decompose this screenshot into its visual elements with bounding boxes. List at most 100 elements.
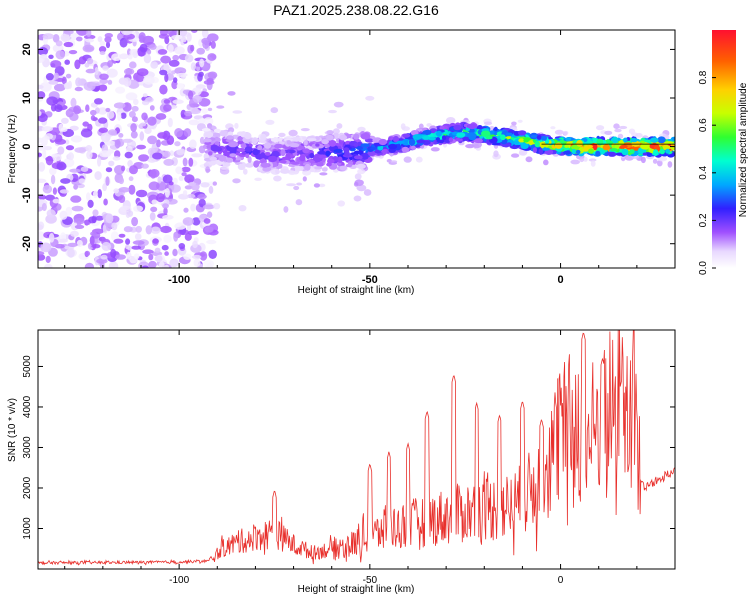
heatmap-cell bbox=[618, 125, 628, 130]
heatmap-cell bbox=[150, 226, 161, 234]
heatmap-cell bbox=[418, 123, 424, 130]
heatmap-cell bbox=[100, 261, 105, 268]
heatmap-cell bbox=[91, 244, 101, 249]
heatmap-cell bbox=[105, 213, 114, 224]
heatmap-cell bbox=[133, 205, 144, 212]
heatmap-cell bbox=[198, 118, 206, 124]
heatmap-cell bbox=[172, 99, 184, 104]
heatmap-cell bbox=[60, 127, 68, 132]
heatmap-cell bbox=[78, 56, 87, 65]
heatmap-cell bbox=[184, 185, 193, 190]
heatmap-cell bbox=[174, 128, 184, 138]
heatmap-cell bbox=[87, 199, 94, 208]
heatmap-cell bbox=[517, 119, 523, 123]
heatmap-cell bbox=[219, 166, 230, 170]
heatmap-cell bbox=[657, 136, 666, 144]
heatmap-cell bbox=[607, 151, 617, 156]
spectrogram-heatmap bbox=[38, 30, 675, 268]
heatmap-cell bbox=[198, 198, 206, 208]
y-tick-label: 0 bbox=[21, 144, 33, 150]
heatmap-cell bbox=[333, 148, 343, 153]
heatmap-cell bbox=[213, 203, 221, 210]
heatmap-cell bbox=[604, 130, 613, 135]
heatmap-cell bbox=[82, 121, 89, 127]
heatmap-cell bbox=[146, 49, 152, 55]
heatmap-cell bbox=[652, 158, 658, 164]
heatmap-cell bbox=[105, 176, 110, 187]
x-tick-label: 0 bbox=[558, 274, 564, 286]
heatmap-cell bbox=[538, 148, 543, 155]
heatmap-cell bbox=[38, 110, 42, 117]
heatmap-cell bbox=[292, 136, 301, 142]
heatmap-cell bbox=[278, 141, 285, 145]
spectrogram-ylabel: Frequency (Hz) bbox=[7, 115, 18, 184]
heatmap-cell bbox=[85, 104, 90, 112]
heatmap-cell bbox=[203, 218, 211, 224]
heatmap-cell bbox=[76, 220, 81, 227]
heatmap-cell bbox=[657, 156, 668, 162]
y-tick-label: 4000 bbox=[22, 395, 33, 418]
heatmap-cell bbox=[148, 260, 157, 268]
y-tick-label: 5000 bbox=[22, 355, 33, 378]
heatmap-cell bbox=[286, 140, 292, 145]
heatmap-cell bbox=[570, 159, 580, 165]
heatmap-cell bbox=[159, 84, 168, 95]
heatmap-cell bbox=[183, 207, 189, 213]
heatmap-cell bbox=[339, 134, 347, 141]
heatmap-cell bbox=[314, 166, 323, 170]
heatmap-cell bbox=[505, 132, 513, 137]
heatmap-cell bbox=[436, 130, 442, 137]
snr-frame bbox=[37, 329, 676, 570]
heatmap-cell bbox=[190, 62, 196, 71]
heatmap-cell bbox=[468, 136, 476, 141]
heatmap-cell bbox=[237, 163, 246, 170]
heatmap-cell bbox=[290, 161, 300, 165]
heatmap-cell bbox=[104, 33, 114, 38]
heatmap-cell bbox=[127, 160, 133, 168]
heatmap-cell bbox=[108, 129, 117, 136]
heatmap-cell bbox=[84, 262, 95, 268]
heatmap-cell bbox=[361, 152, 369, 160]
y-tick-label: -10 bbox=[21, 187, 33, 203]
heatmap-cell bbox=[206, 239, 217, 245]
heatmap-cell bbox=[123, 226, 133, 233]
heatmap-cell bbox=[316, 161, 324, 167]
heatmap-cell bbox=[180, 109, 187, 118]
heatmap-cell bbox=[191, 217, 201, 226]
heatmap-cell bbox=[665, 148, 670, 154]
heatmap-cell bbox=[532, 147, 538, 153]
heatmap-cell bbox=[111, 53, 122, 61]
heatmap-cell bbox=[232, 110, 243, 114]
heatmap-cell bbox=[252, 138, 258, 145]
heatmap-cell bbox=[163, 104, 172, 112]
snr-xlabel: Height of straight line (km) bbox=[298, 584, 415, 595]
heatmap-cell bbox=[173, 232, 179, 242]
heatmap-cell bbox=[455, 138, 464, 142]
heatmap-cell bbox=[172, 177, 178, 185]
heatmap-cell bbox=[213, 128, 221, 133]
heatmap-cell bbox=[162, 174, 173, 184]
heatmap-cell bbox=[203, 117, 214, 126]
heatmap-cell bbox=[642, 152, 648, 156]
heatmap-cell bbox=[128, 111, 136, 118]
heatmap-cell bbox=[78, 178, 86, 184]
heatmap-cell bbox=[63, 30, 74, 35]
heatmap-cell bbox=[162, 203, 169, 209]
heatmap-cell bbox=[473, 138, 483, 144]
heatmap-cell bbox=[326, 134, 334, 141]
snr-ylabel: SNR (10 * v/v) bbox=[7, 398, 18, 462]
heatmap-cell bbox=[273, 175, 282, 182]
heatmap-cell bbox=[38, 254, 46, 261]
heatmap-cell bbox=[187, 194, 196, 199]
y-tick-label: 3000 bbox=[22, 436, 33, 459]
heatmap-cell bbox=[83, 34, 96, 40]
heatmap-cell bbox=[130, 130, 138, 139]
heatmap-cell bbox=[171, 35, 183, 40]
heatmap-cell bbox=[127, 210, 134, 217]
heatmap-cell bbox=[125, 145, 133, 154]
heatmap-cell bbox=[202, 204, 215, 210]
heatmap-cell bbox=[517, 130, 527, 136]
heatmap-cell bbox=[210, 144, 219, 152]
heatmap-cell bbox=[302, 148, 310, 154]
heatmap-cell bbox=[38, 178, 47, 183]
